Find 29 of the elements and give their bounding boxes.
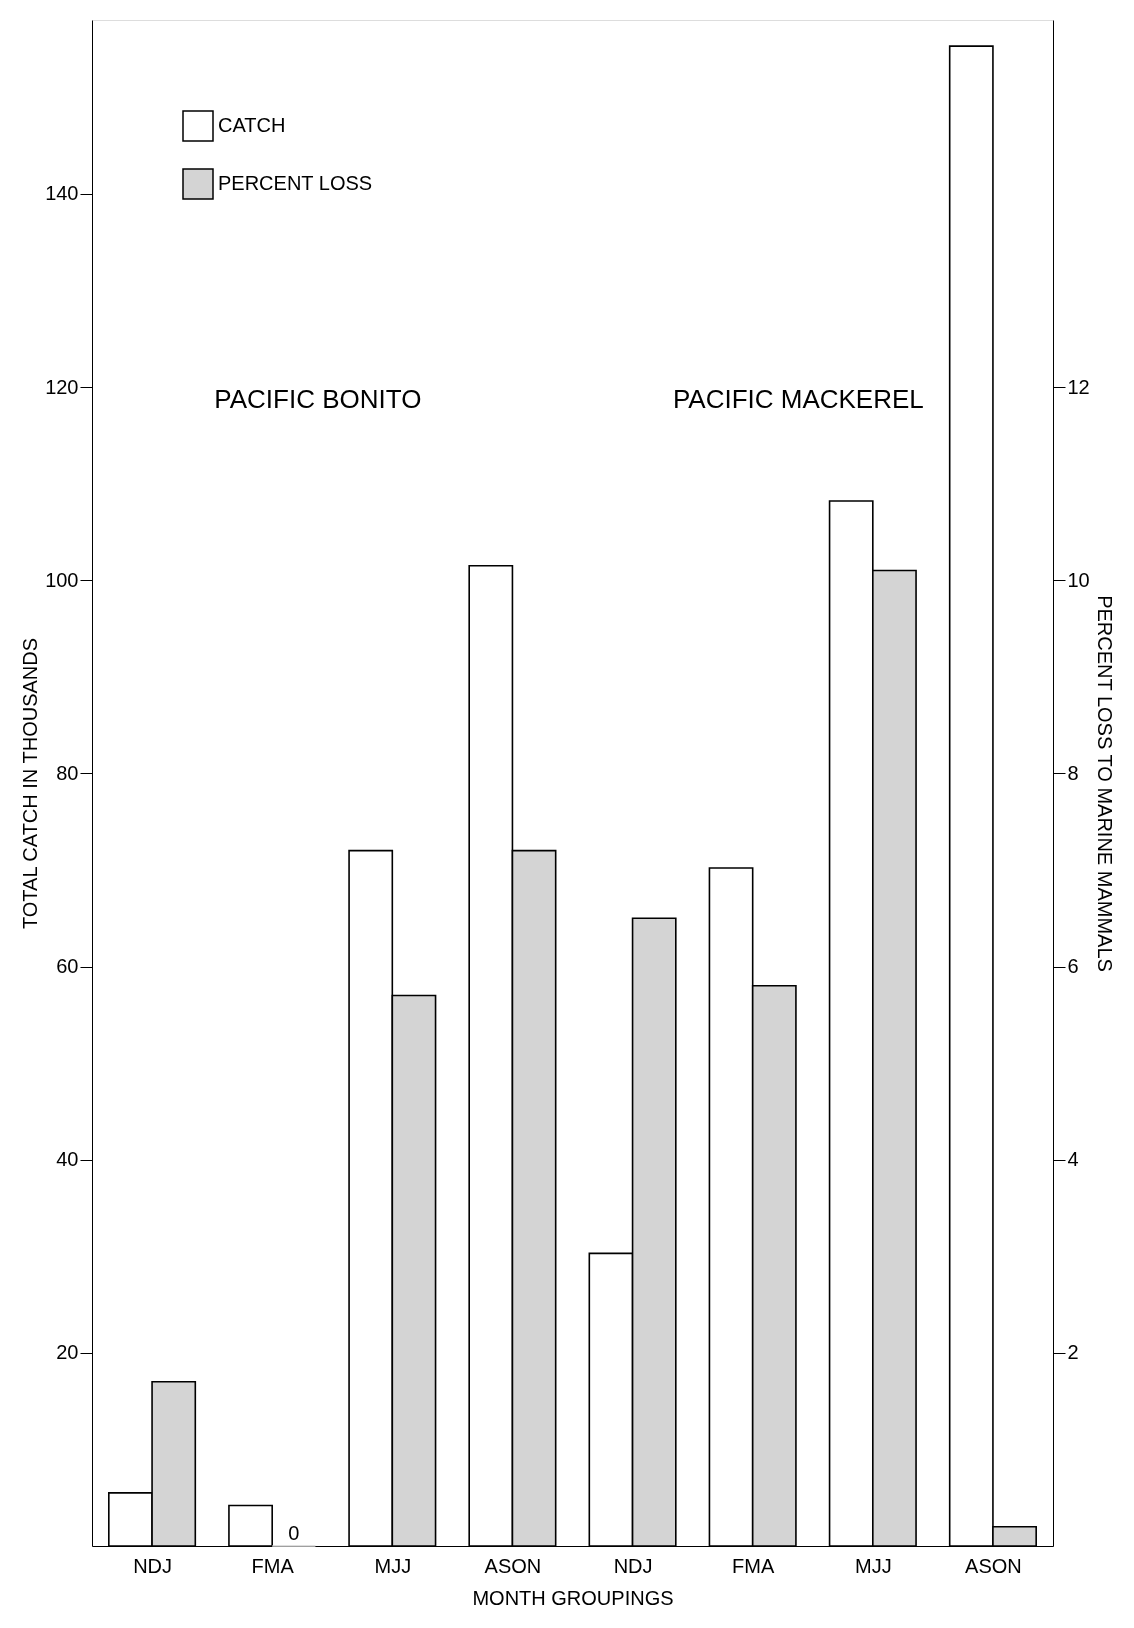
y2-tick-label: 10 — [1067, 568, 1090, 591]
y2-tick-label: 8 — [1067, 761, 1079, 784]
y-tick-label: 40 — [56, 1148, 79, 1171]
data-label: 0 — [288, 1522, 300, 1544]
y-axis-title: TOTAL CATCH IN THOUSANDS — [19, 637, 42, 930]
x-axis-title: MONTH GROUPINGS — [472, 1586, 674, 1609]
annotation: PACIFIC BONITO — [214, 384, 422, 414]
y-tick-label: 60 — [56, 955, 79, 978]
x-tick-label: ASON — [484, 1554, 542, 1577]
x-tick-label: FMA — [732, 1554, 775, 1577]
y2-tick-label: 6 — [1067, 955, 1079, 978]
x-tick-label: MJJ — [374, 1554, 412, 1577]
x-tick-label: MJJ — [854, 1554, 892, 1577]
x-tick-label: NDJ — [133, 1554, 173, 1577]
legend-label: CATCH — [218, 114, 286, 136]
y-tick-label: 80 — [56, 761, 79, 784]
y2-tick-label: 4 — [1067, 1148, 1079, 1171]
legend-label: PERCENT LOSS — [218, 172, 373, 194]
y-tick-label: 100 — [45, 568, 79, 591]
x-tick-label: NDJ — [613, 1554, 653, 1577]
y-tick-label: 140 — [45, 182, 79, 205]
x-tick-label: ASON — [965, 1554, 1022, 1577]
y2-tick-label: 12 — [1067, 375, 1090, 398]
annotation: PACIFIC MACKEREL — [672, 384, 924, 414]
y-tick-label: 120 — [45, 375, 79, 398]
y2-axis-title: PERCENT LOSS TO MARINE MAMMALS — [1093, 595, 1116, 972]
y2-tick-label: 2 — [1067, 1341, 1079, 1364]
y-tick-label: 20 — [56, 1341, 79, 1364]
x-tick-label: FMA — [251, 1554, 295, 1577]
